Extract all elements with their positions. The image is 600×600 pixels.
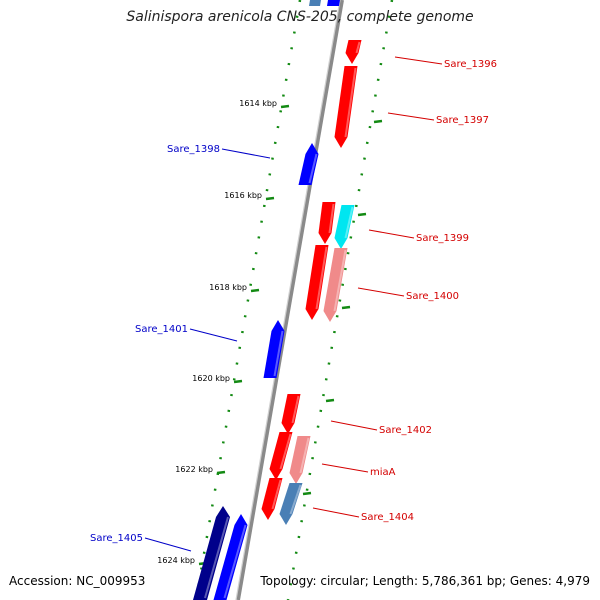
gene-label[interactable]: Sare_1401	[135, 324, 188, 335]
gene-label[interactable]: Sare_1400	[406, 291, 459, 302]
scale-label: 1618 kbp	[209, 283, 247, 292]
scale-label: 1616 kbp	[224, 191, 262, 200]
major-tick	[265, 196, 275, 201]
map-title: Salinispora arenicola CNS-205, complete …	[126, 9, 474, 25]
gene-arrow[interactable]	[323, 248, 348, 322]
gene-leader-line	[321, 463, 369, 473]
gene-leader-line	[330, 420, 378, 431]
gene-leader-line	[394, 56, 443, 65]
major-tick	[341, 305, 351, 310]
gene-leader-line	[387, 112, 435, 121]
scale-label: 1622 kbp	[175, 465, 213, 474]
gene-arrow[interactable]	[193, 506, 230, 600]
gene-leader-line	[357, 287, 405, 297]
gene-arrow-highlight	[355, 41, 361, 54]
gene-arrows	[193, 40, 362, 600]
gene-arrow-highlight	[273, 330, 284, 377]
major-tick	[280, 104, 290, 109]
inner-scale-ring	[194, 0, 302, 600]
gene-arrow-highlight	[223, 524, 247, 599]
gene-labels: Sare_1396 Sare_1397 Sare_1398 Sare_1399 Sare…	[90, 59, 497, 544]
gene-arrow-highlight	[333, 249, 347, 312]
scale-labels: 1614 kbp 1616 kbp 1618 kbp 1620 kbp 1622 kbp…	[157, 99, 277, 565]
gene-arrow[interactable]	[213, 514, 248, 600]
gene-label[interactable]: Sare_1396	[444, 59, 497, 70]
partial-gene-top-steel	[309, 0, 321, 6]
gene-arrow-highlight	[271, 479, 282, 510]
topology-summary: Topology: circular; Length: 5,786,361 bp…	[260, 574, 590, 588]
gene-label[interactable]: Sare_1404	[361, 512, 414, 523]
major-ticks	[198, 104, 383, 566]
gene-arrow[interactable]	[281, 394, 301, 434]
gene-arrow-highlight	[299, 437, 310, 474]
gene-arrow[interactable]	[318, 202, 336, 244]
major-tick	[357, 212, 367, 217]
gene-arrow[interactable]	[289, 436, 311, 484]
gene-label[interactable]: Sare_1402	[379, 425, 432, 436]
genome-backbone	[236, 0, 344, 600]
scale-label: 1614 kbp	[239, 99, 277, 108]
gene-label[interactable]: Sare_1398	[167, 144, 220, 155]
gene-label[interactable]: miaA	[370, 467, 396, 478]
scale-label: 1620 kbp	[192, 374, 230, 383]
gene-arrow-highlight	[279, 433, 292, 470]
major-tick	[302, 491, 312, 496]
gene-arrow[interactable]	[305, 245, 329, 320]
gene-arrow[interactable]	[261, 478, 283, 520]
major-tick	[233, 379, 243, 384]
gene-arrow-highlight	[289, 484, 302, 515]
gene-arrow-highlight	[328, 203, 335, 234]
gene-leader-line	[312, 507, 360, 518]
major-tick	[250, 288, 260, 293]
gene-arrow-highlight	[204, 516, 229, 599]
outer-scale-ring	[286, 0, 394, 600]
gene-arrow-highlight	[291, 395, 300, 424]
gene-arrow[interactable]	[298, 143, 319, 185]
gene-arrow-highlight	[315, 246, 328, 310]
gene-arrow[interactable]	[345, 40, 362, 64]
gene-label[interactable]: Sare_1405	[90, 533, 143, 544]
accession-label: Accession: NC_009953	[9, 574, 146, 588]
gene-arrow-highlight	[344, 67, 357, 138]
gene-arrow[interactable]	[263, 320, 285, 378]
gene-arrow[interactable]	[334, 205, 355, 249]
major-tick	[216, 470, 226, 475]
gene-leader-line	[368, 229, 415, 239]
major-tick	[373, 119, 383, 124]
gene-leader-line	[221, 148, 271, 159]
gene-leader-lines	[144, 56, 443, 552]
gene-arrow[interactable]	[279, 483, 303, 525]
scale-label: 1624 kbp	[157, 556, 195, 565]
gene-label[interactable]: Sare_1397	[436, 115, 489, 126]
gene-arrow-highlight	[308, 153, 318, 184]
gene-label[interactable]: Sare_1399	[416, 233, 469, 244]
partial-gene-top-blue	[327, 0, 340, 6]
genome-backbone-highlight	[235, 0, 341, 600]
gene-arrow[interactable]	[334, 66, 358, 148]
major-tick	[325, 398, 335, 403]
gene-leader-line	[189, 328, 238, 342]
gene-leader-line	[144, 537, 192, 552]
gene-arrow[interactable]	[269, 432, 293, 480]
gene-arrow-highlight	[344, 206, 354, 239]
